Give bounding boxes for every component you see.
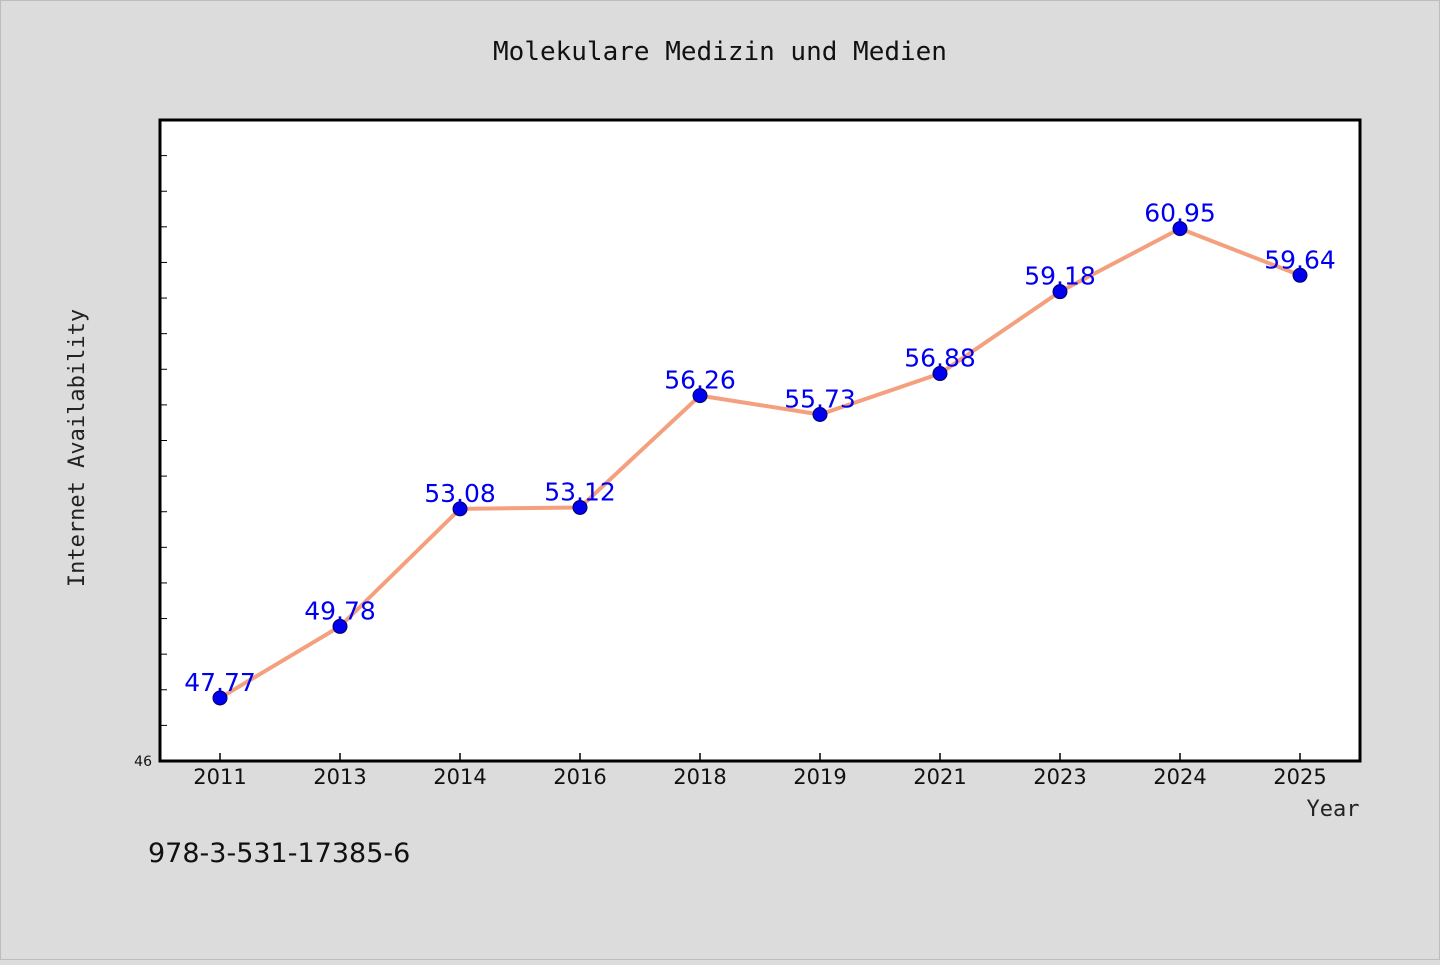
data-label-2023: 59.18	[1024, 262, 1096, 291]
data-label-2019: 55.73	[784, 385, 856, 414]
x-tick-label-2016: 2016	[553, 765, 606, 789]
chart-title: Molekulare Medizin und Medien	[493, 37, 947, 67]
data-label-2016: 53.12	[544, 477, 616, 506]
y-tick-label-min: 46	[134, 754, 152, 770]
x-axis-ticks: 2011 2013 2014 2016 2018 2019 2021 2023 2024 2025	[193, 753, 1327, 789]
series-line	[218, 226, 1301, 700]
data-point-2016	[572, 499, 588, 515]
x-tick-label-2021: 2021	[913, 765, 966, 789]
data-point-2019	[812, 407, 828, 423]
data-point-2023	[1052, 284, 1068, 300]
data-point-2024	[1172, 221, 1188, 237]
plot-area	[158, 118, 1362, 763]
isbn-footer: 978-3-531-17385-6	[148, 838, 410, 869]
x-tick-label-2025: 2025	[1273, 765, 1326, 789]
data-point-2025	[1292, 267, 1308, 283]
data-label-2013: 49.78	[304, 596, 376, 625]
data-point-2021	[932, 366, 948, 382]
data-label-2024: 60.95	[1144, 199, 1216, 228]
data-label-2011: 47.77	[184, 668, 256, 697]
x-tick-label-2013: 2013	[313, 765, 366, 789]
data-label-2018: 56.26	[664, 366, 736, 395]
x-tick-label-2019: 2019	[793, 765, 846, 789]
data-point-2011	[212, 690, 228, 706]
series-layer: 47.77 49.78 53.08 53.12 56.26 55.73 56.88 59.18…	[184, 199, 1336, 706]
data-point-2014	[452, 501, 468, 517]
data-label-2025: 59.64	[1264, 245, 1336, 274]
x-tick-label-2011: 2011	[193, 765, 246, 789]
data-point-2013	[332, 618, 348, 634]
x-tick-label-2023: 2023	[1033, 765, 1086, 789]
data-label-2014: 53.08	[424, 479, 496, 508]
x-axis-label: Year	[1307, 797, 1360, 822]
y-axis-label: Internet Availability	[65, 309, 90, 587]
y-axis-ticks	[160, 155, 167, 726]
data-label-2021: 56.88	[904, 344, 976, 373]
x-tick-label-2014: 2014	[433, 765, 486, 789]
data-point-2018	[692, 388, 708, 404]
x-tick-label-2024: 2024	[1153, 765, 1206, 789]
x-tick-label-2018: 2018	[673, 765, 726, 789]
